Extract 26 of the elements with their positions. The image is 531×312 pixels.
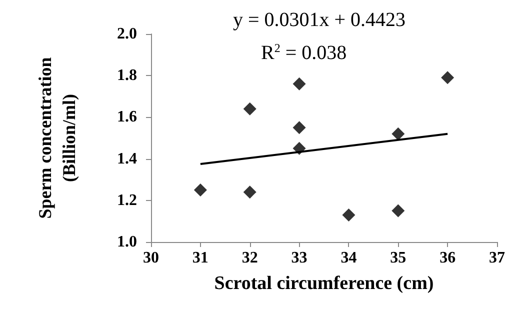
point — [292, 121, 306, 134]
point — [292, 77, 306, 90]
y-tick-label: 1.8 — [117, 67, 137, 84]
y-tick-label: 1.0 — [117, 234, 137, 250]
point — [392, 127, 405, 140]
y-tick-label: 1.6 — [117, 108, 137, 126]
x-tick-label: 33 — [291, 250, 308, 266]
point — [441, 71, 454, 84]
x-tick-label: 35 — [390, 250, 406, 266]
y-tick-label: 2.0 — [117, 26, 137, 42]
y-tick-label: 1.4 — [117, 150, 137, 168]
x-tick-label: 34 — [340, 250, 357, 266]
point — [243, 186, 256, 199]
x-tick-label: 36 — [440, 250, 456, 266]
x-tick-label: 31 — [192, 250, 208, 266]
x-tick-label: 30 — [143, 250, 159, 266]
point — [194, 184, 207, 196]
point — [342, 208, 356, 222]
x-tick-label: 32 — [242, 250, 258, 266]
point — [243, 102, 256, 116]
y-tick-label: 1.2 — [117, 192, 137, 209]
y-axis-title: Sperm concentration (Billion/ml) — [35, 57, 79, 219]
x-axis-title: Scrotal circumference (cm) — [214, 273, 434, 294]
x-tick-label: 37 — [489, 250, 505, 266]
point — [392, 204, 405, 218]
text: y = 0.0301x + 0.4423 — [233, 9, 406, 31]
